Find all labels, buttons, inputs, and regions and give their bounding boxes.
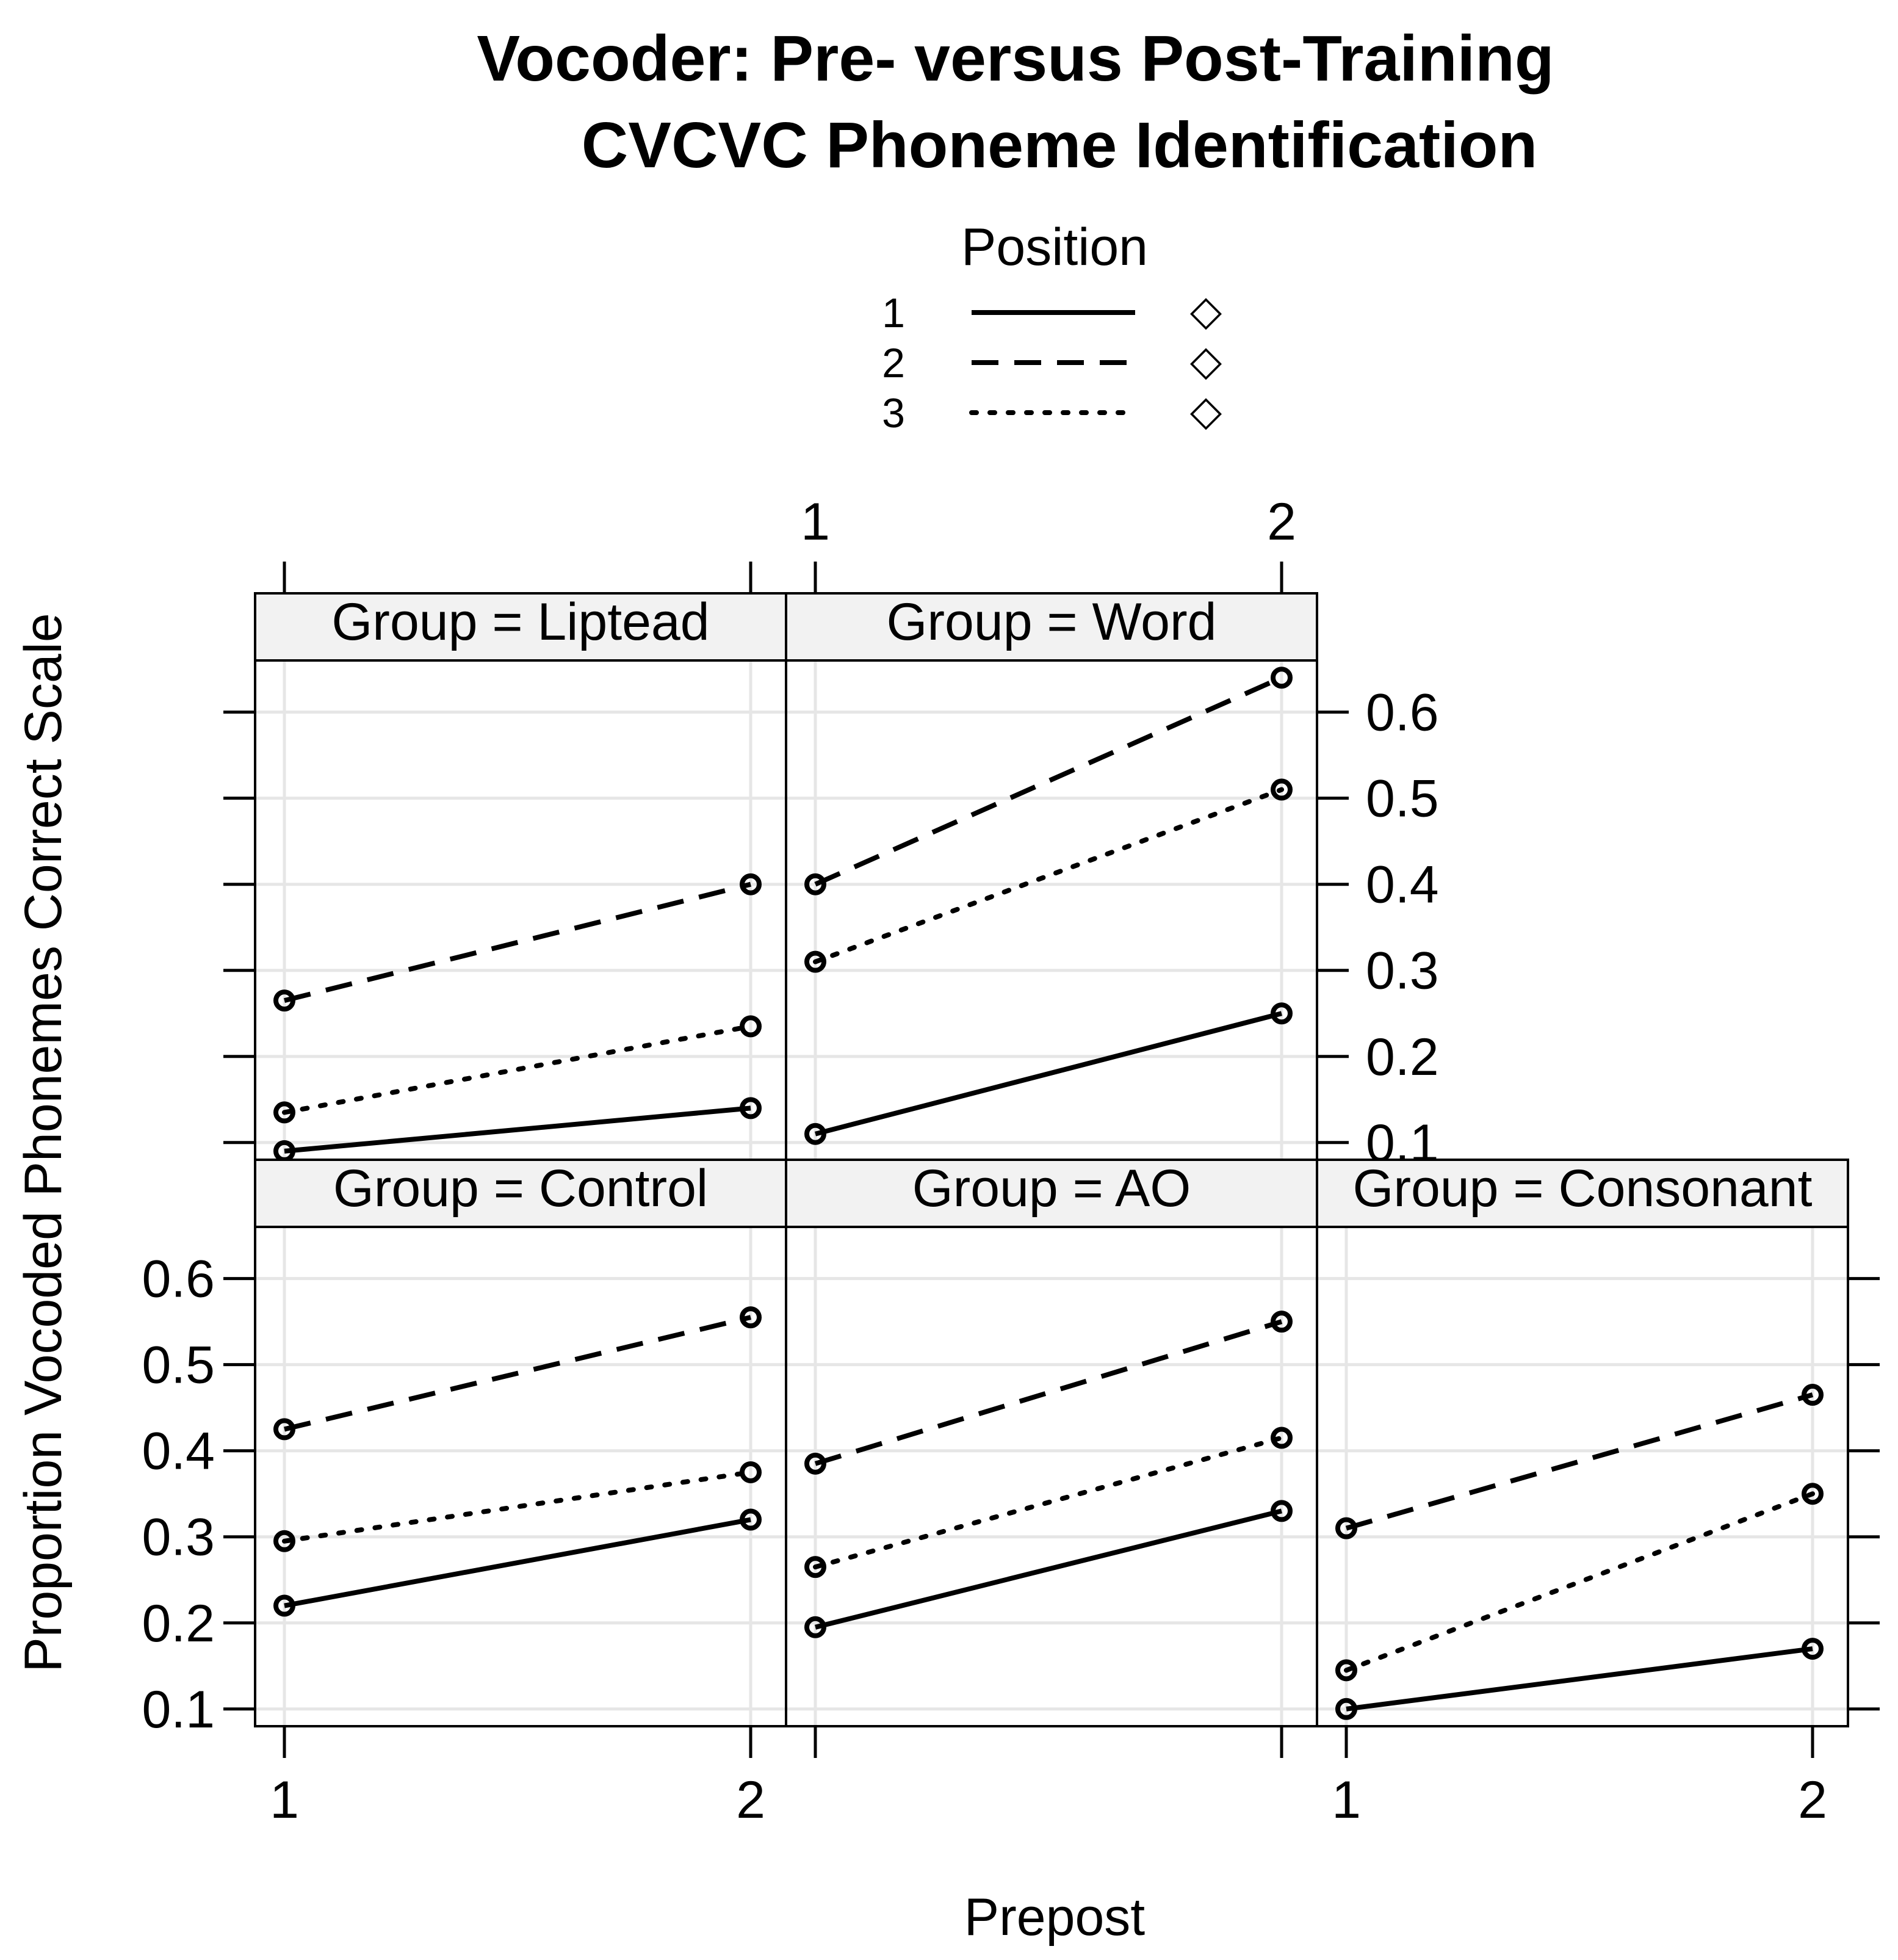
panel-border: [1316, 1159, 1849, 1727]
panel-4: Group = Consonant 1 2: [1316, 1159, 1880, 1829]
series-line-1: [814, 1011, 1283, 1137]
legend-label-2: 2: [882, 340, 905, 386]
point-2: [804, 873, 826, 895]
x-tick-label-bottom: 1: [270, 1771, 299, 1829]
point-2: [1271, 1311, 1293, 1333]
y-tick-label-right: 0.4: [1366, 856, 1439, 914]
point-3: [1271, 778, 1293, 801]
strip-label: Group = Word: [887, 593, 1217, 651]
panel-2: Group = Control 1 2 0.1 0.2 0.3 0.4 0.5 0.6: [142, 1159, 787, 1829]
y-tick-label-left: 0.2: [142, 1594, 215, 1653]
panel-border: [254, 1159, 787, 1727]
y-axis-label: Proportion Vocoded Phonemes Correct Scal…: [14, 613, 73, 1672]
point-2: [273, 989, 295, 1012]
point-1: [740, 1097, 762, 1119]
point-1: [804, 1616, 826, 1638]
chart-title: Vocoder: Pre- versus Post-Training CVCVC…: [477, 23, 1554, 181]
series-line-3: [282, 1024, 753, 1115]
strip: [254, 1159, 787, 1228]
y-tick-label-left: 0.5: [142, 1336, 215, 1395]
series-line-2: [284, 1315, 751, 1432]
legend: Position 1 ◇ 2 ◇ 3 ◇: [882, 218, 1222, 436]
x-tick-label-top: 1: [801, 493, 830, 551]
point-2: [740, 1306, 762, 1329]
title-line-2: CVCVC Phoneme Identification: [582, 109, 1538, 181]
strip: [1316, 1159, 1849, 1228]
x-tick-label-top: 2: [1267, 493, 1296, 551]
y-tick-label-right: 0.5: [1366, 770, 1439, 828]
series-line-3: [282, 1469, 753, 1544]
series-line-3: [1344, 1491, 1815, 1673]
series-line-1: [1346, 1646, 1813, 1712]
panel-0: Group = Liptead: [223, 562, 787, 1162]
point-3: [273, 1101, 295, 1124]
title-line-1: Vocoder: Pre- versus Post-Training: [477, 23, 1554, 95]
legend-symbol-1: ◇: [1190, 287, 1222, 334]
point-1: [273, 1594, 295, 1617]
series-line-2: [814, 1319, 1283, 1466]
point-2: [740, 873, 762, 895]
point-2: [804, 1452, 826, 1475]
series-line-2: [814, 675, 1283, 887]
point-1: [1271, 1500, 1293, 1522]
series-line-2: [284, 881, 751, 1003]
y-tick-label-right: 0.3: [1366, 942, 1439, 1000]
point-1: [1335, 1698, 1357, 1720]
x-axis-label: Prepost: [964, 1888, 1145, 1947]
point-3: [804, 950, 826, 973]
strip-label: Group = Liptead: [331, 593, 709, 651]
legend-symbol-3: ◇: [1190, 388, 1222, 434]
y-tick-label-right: 0.6: [1366, 684, 1439, 742]
strip-label: Group = Control: [333, 1159, 708, 1218]
x-tick-label-bottom: 2: [1798, 1771, 1827, 1829]
point-1: [1802, 1638, 1824, 1660]
series-line-1: [815, 1508, 1282, 1630]
panel-3: Group = AO: [785, 1159, 1318, 1758]
point-3: [740, 1461, 762, 1483]
point-2: [1271, 667, 1293, 689]
point-1: [804, 1123, 826, 1145]
point-3: [1271, 1427, 1293, 1449]
strip-label: Group = AO: [912, 1159, 1191, 1218]
series-line-3: [813, 787, 1284, 964]
point-3: [273, 1530, 295, 1552]
legend-title: Position: [961, 218, 1148, 277]
series-line-2: [1345, 1392, 1814, 1531]
point-3: [740, 1015, 762, 1038]
y-tick-label-left: 0.1: [142, 1680, 215, 1739]
point-2: [273, 1418, 295, 1441]
x-tick-label-bottom: 1: [1332, 1771, 1361, 1829]
point-3: [1802, 1483, 1824, 1505]
point-1: [740, 1508, 762, 1531]
y-tick-label-left: 0.3: [142, 1508, 215, 1567]
point-3: [1335, 1659, 1357, 1682]
series-line-3: [813, 1435, 1284, 1570]
legend-label-3: 3: [882, 390, 905, 436]
y-tick-label-right: 0.2: [1366, 1028, 1439, 1087]
point-3: [804, 1556, 826, 1578]
strip-label: Group = Consonant: [1352, 1159, 1812, 1218]
panel-border: [785, 1159, 1318, 1727]
x-tick-label-bottom: 2: [736, 1771, 765, 1829]
point-2: [1335, 1517, 1357, 1539]
panels: Group = Liptead Group = Word 1 2 0.1 0.2 0.3 0.…: [142, 493, 1880, 1829]
y-tick-label-left: 0.4: [142, 1422, 215, 1481]
point-2: [1802, 1384, 1824, 1406]
legend-label-1: 1: [882, 290, 905, 336]
series-line-1: [284, 1517, 751, 1608]
panel-border: [254, 592, 787, 1161]
series-line-1: [284, 1105, 751, 1154]
legend-symbol-2: ◇: [1190, 338, 1222, 384]
point-1: [1271, 1002, 1293, 1025]
y-tick-label-left: 0.6: [142, 1250, 215, 1309]
